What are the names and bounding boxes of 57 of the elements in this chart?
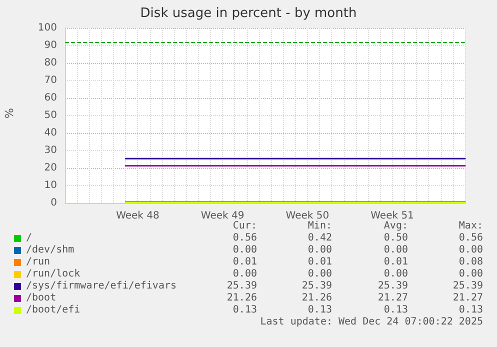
- text: 21.27: [378, 292, 408, 304]
- text: 25.39: [452, 280, 483, 292]
- text: 0.00: [458, 244, 483, 256]
- text: 21.27: [452, 292, 483, 304]
- text: 0.56: [458, 232, 483, 244]
- text: 25.39: [302, 280, 332, 292]
- x-tick-label: Week 51: [370, 210, 414, 222]
- y-tick-label: 0: [50, 198, 57, 208]
- text: 0.56: [232, 232, 257, 244]
- y-tick-label: 100: [38, 22, 57, 34]
- text: 0.08: [458, 256, 483, 268]
- text: 0.00: [308, 268, 332, 280]
- text: Avg:: [384, 220, 408, 232]
- text: Cur:: [232, 220, 257, 232]
- text: 0.42: [308, 232, 332, 244]
- y-tick-label: 50: [44, 110, 57, 121]
- text: 0.50: [384, 232, 408, 244]
- text: 0.00: [308, 244, 332, 256]
- legend-label: /boot: [26, 292, 56, 304]
- text: 0.00: [232, 268, 257, 280]
- text: Last update: Wed Dec 24 07:00:22 2025: [260, 316, 483, 328]
- text: 25.39: [226, 280, 257, 292]
- y-tick-label: 20: [44, 162, 57, 174]
- y-tick-label: 80: [44, 58, 57, 68]
- text: 0.00: [232, 244, 257, 256]
- text: 0.00: [384, 244, 408, 256]
- text: 0.13: [232, 304, 257, 316]
- text: 0.01: [384, 256, 408, 268]
- text: 21.26: [302, 292, 332, 304]
- chart-title: Disk usage in percent - by month: [140, 6, 357, 21]
- text: Max:: [458, 220, 483, 232]
- text: Min:: [308, 220, 332, 232]
- y-tick-label: 10: [44, 180, 57, 191]
- text: 25.39: [378, 280, 408, 292]
- text: 0.13: [308, 304, 332, 316]
- text: 0.01: [308, 256, 332, 268]
- legend-label: /boot/efi: [26, 304, 80, 316]
- text: 0.13: [384, 304, 408, 316]
- y-tick-label: 60: [44, 92, 57, 104]
- legend-label: /: [26, 232, 32, 244]
- legend-label: /run/lock: [26, 268, 80, 280]
- legend-label: /dev/shm: [26, 244, 74, 256]
- y-axis-title: %: [3, 108, 16, 118]
- y-tick-label: 70: [44, 75, 57, 86]
- text: 0.13: [458, 304, 483, 316]
- legend-label: /run: [26, 256, 50, 268]
- y-tick-label: 90: [44, 40, 57, 51]
- y-tick-label: 40: [44, 128, 57, 138]
- y-tick-label: 30: [44, 145, 57, 156]
- x-tick-label: Week 49: [200, 210, 244, 222]
- x-tick-label: Week 50: [286, 210, 330, 222]
- legend-label: /sys/firmware/efi/efivars: [26, 280, 177, 292]
- text: 0.00: [458, 268, 483, 280]
- text: 21.26: [226, 292, 257, 304]
- x-tick-label: Week 48: [116, 210, 160, 222]
- text: 0.00: [384, 268, 408, 280]
- text: 0.01: [232, 256, 257, 268]
